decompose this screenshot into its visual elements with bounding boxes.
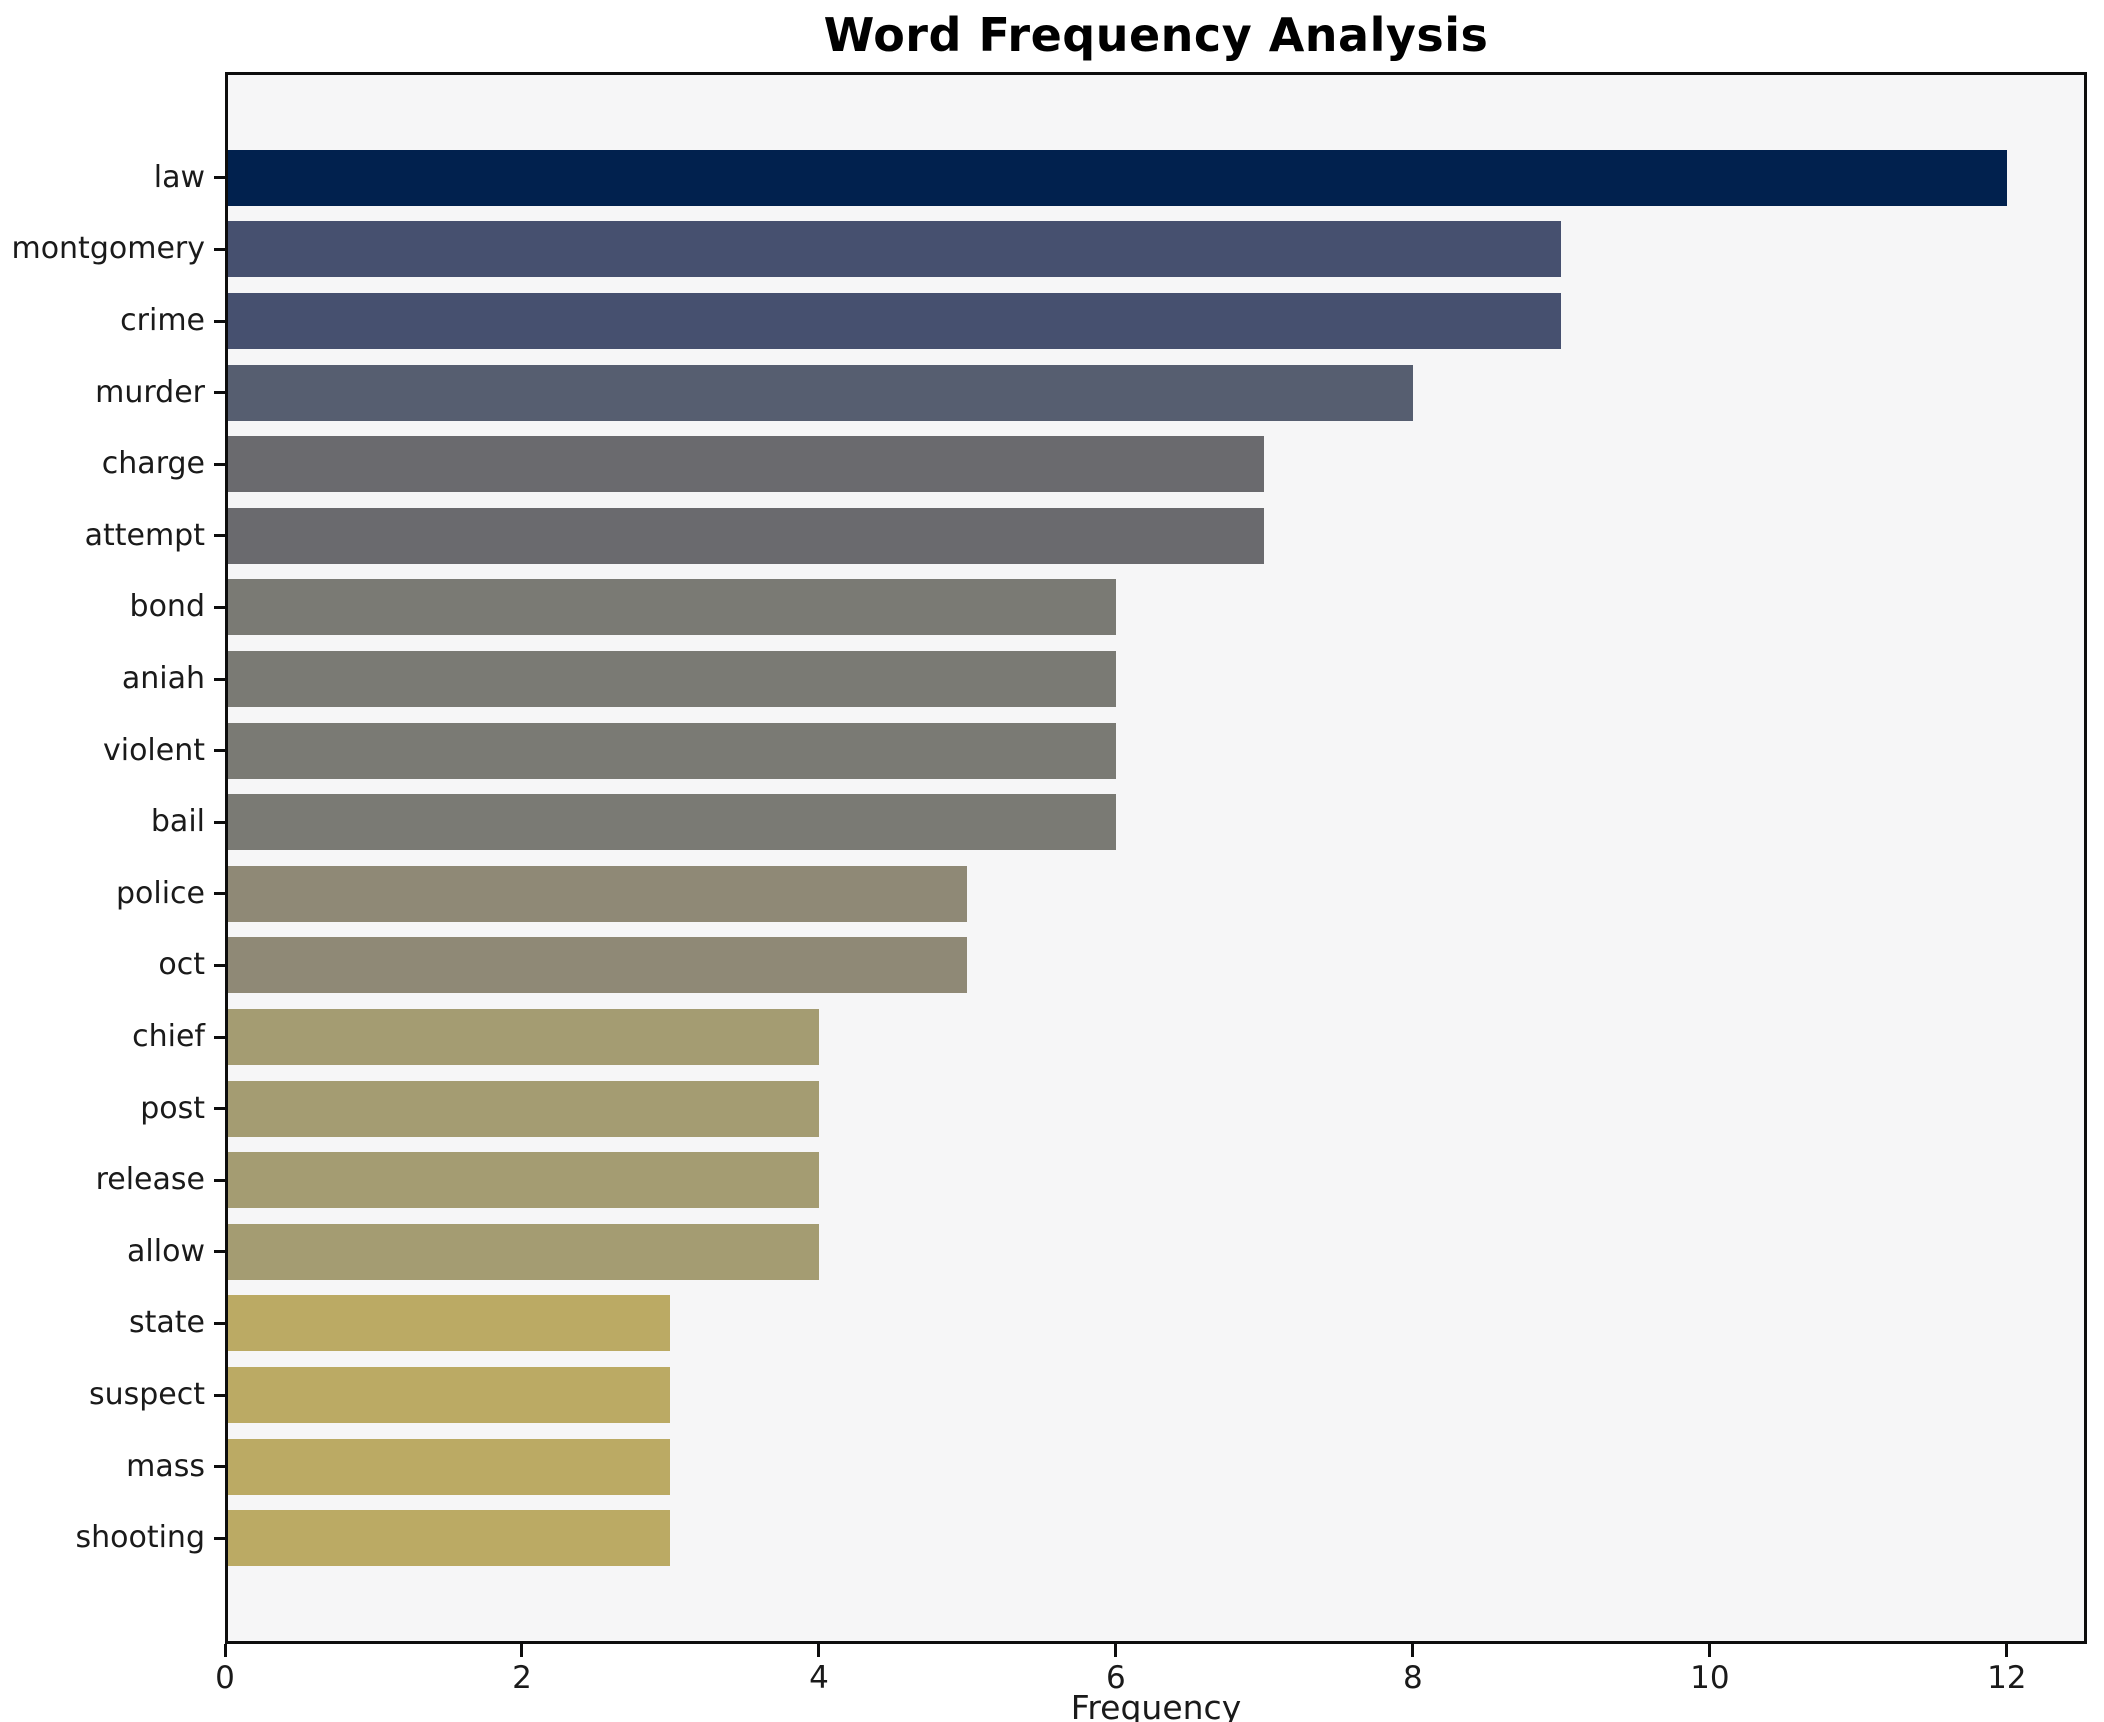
y-tick-label-montgomery: montgomery [11,231,205,267]
x-tick-mark [520,1644,524,1657]
y-tick-mark [214,892,225,896]
x-tick-mark [817,1644,821,1657]
y-tick-label-crime: crime [120,303,205,338]
bar-violent [228,722,1116,779]
y-tick-mark [214,749,225,753]
y-tick-mark [214,677,225,681]
bar-shooting [228,1510,671,1567]
x-tick-label-12: 12 [1987,1660,2027,1696]
x-tick-mark [2005,1644,2009,1657]
bar-oct [228,937,968,994]
y-tick-label-violent: violent [102,732,205,768]
bar-bond [228,579,1116,636]
bar-suspect [228,1367,671,1423]
y-tick-mark [214,963,225,967]
x-tick-label-10: 10 [1690,1660,1730,1696]
bar-post [228,1080,819,1137]
y-tick-label-post: post [140,1090,205,1126]
y-tick-label-suspect: suspect [88,1377,205,1412]
bar-murder [228,364,1413,421]
y-tick-label-attempt: attempt [84,517,205,553]
y-tick-mark [214,391,225,395]
y-tick-label-chief: chief [132,1019,205,1054]
y-tick-mark [214,605,225,609]
y-tick-label-bond: bond [129,589,205,625]
bar-allow [228,1223,819,1280]
x-tick-label-6: 6 [1106,1660,1126,1696]
y-tick-mark [214,176,225,180]
y-tick-label-police: police [115,875,205,911]
x-tick-label-4: 4 [809,1660,829,1696]
y-tick-label-shooting: shooting [75,1520,205,1556]
y-tick-mark [214,534,225,538]
x-tick-mark [1708,1644,1712,1657]
y-tick-label-release: release [95,1162,205,1198]
y-tick-label-law: law [153,159,205,195]
bar-crime [228,293,1562,349]
x-tick-label-0: 0 [215,1660,235,1696]
y-tick-mark [214,247,225,251]
bar-police [228,865,968,922]
y-tick-label-aniah: aniah [121,661,205,696]
y-tick-mark [214,1393,225,1397]
y-tick-label-charge: charge [101,446,205,482]
chart-title: Word Frequency Analysis [823,8,1489,62]
bar-mass [228,1438,671,1495]
bar-montgomery [228,221,1562,278]
y-tick-label-allow: allow [127,1233,205,1269]
y-tick-mark [214,1465,225,1469]
bar-attempt [228,507,1265,564]
y-tick-mark [214,319,225,323]
x-axis-label: Frequency [1070,1688,1242,1722]
bar-release [228,1152,819,1209]
y-tick-label-bail: bail [150,804,205,840]
y-tick-mark [214,1321,225,1325]
x-tick-mark [223,1644,227,1657]
y-tick-mark [214,1035,225,1039]
y-tick-label-oct: oct [158,947,205,983]
y-tick-label-murder: murder [95,374,205,410]
bar-aniah [228,651,1116,707]
x-tick-label-2: 2 [512,1660,532,1696]
bar-bail [228,794,1116,851]
y-tick-mark [214,1536,225,1540]
y-tick-mark [214,820,225,824]
y-tick-mark [214,1250,225,1254]
bar-state [228,1295,671,1352]
x-tick-mark [1114,1644,1118,1657]
x-tick-label-8: 8 [1403,1660,1423,1696]
y-tick-mark [214,1178,225,1182]
y-tick-label-mass: mass [126,1448,205,1484]
bar-charge [228,436,1265,493]
bar-chief [228,1009,819,1065]
bar-law [228,149,2007,206]
x-tick-mark [1411,1644,1415,1657]
y-tick-mark [214,1107,225,1111]
y-tick-mark [214,462,225,466]
y-tick-label-state: state [129,1305,205,1341]
